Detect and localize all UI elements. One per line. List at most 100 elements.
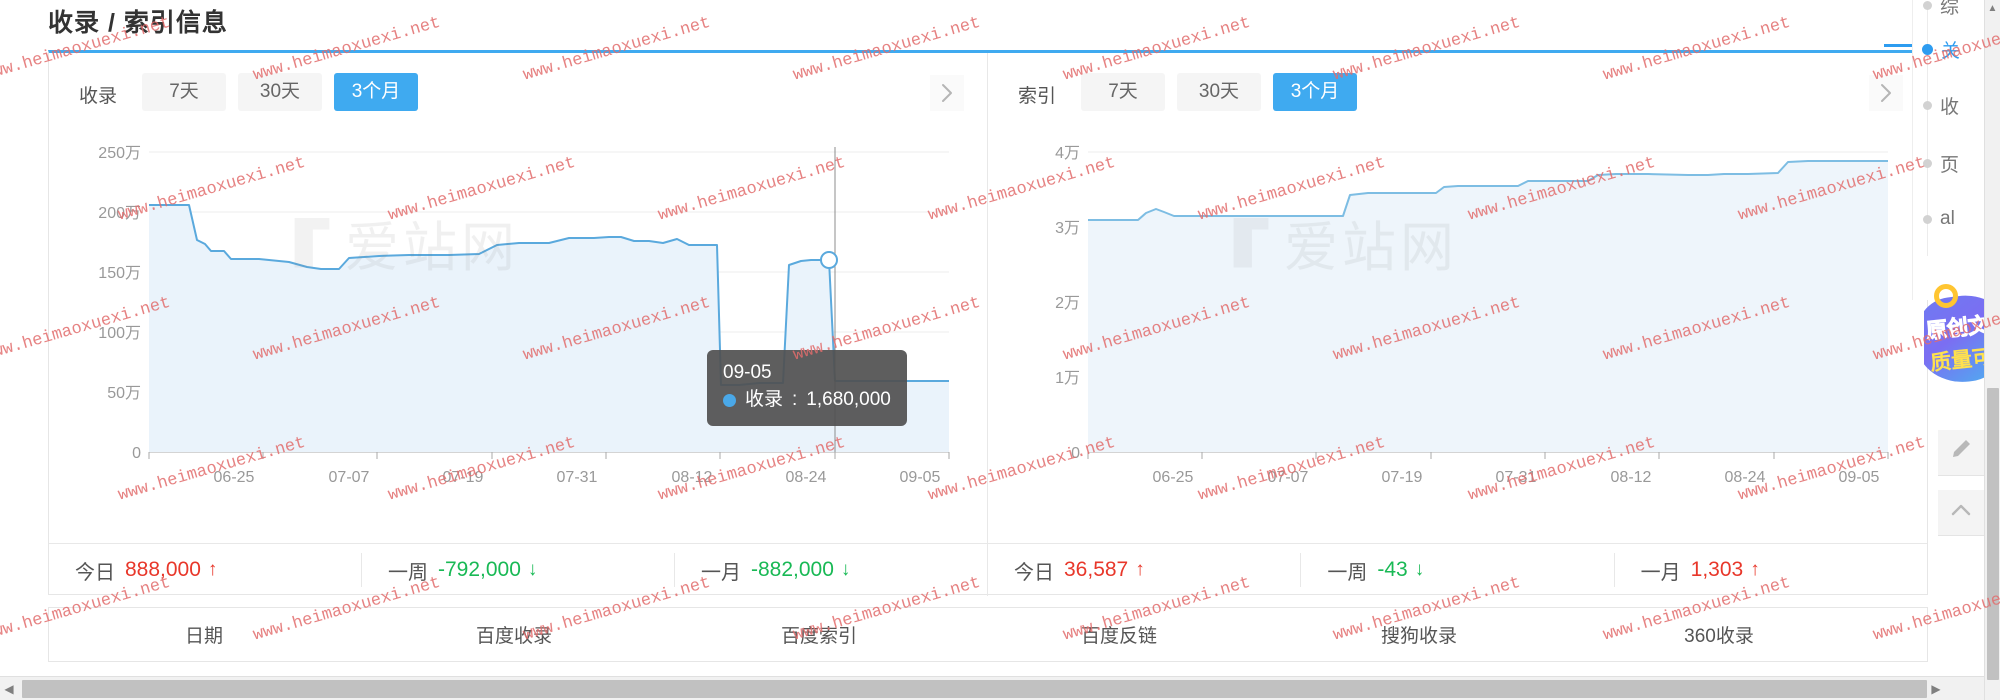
y-tick-shoulu-2: 150万 [98,265,141,282]
next-button-suoyin[interactable] [1869,75,1903,111]
panel-header-suoyin: 索引 7天 30天 3个月 [988,69,1927,117]
x-axis-ticks-suoyin [1087,452,1889,459]
stat-value: -882,000 [751,558,834,581]
line-suoyin [1088,160,1888,221]
tab-3months-suoyin[interactable]: 3个月 [1273,73,1357,111]
stat-value: -43 [1377,558,1408,581]
x-tick-shoulu-0: 06-25 [214,469,255,486]
y-tick-shoulu-5: 0 [132,445,141,462]
vscroll-thumb[interactable] [1987,388,1999,680]
promo-badge[interactable]: 原创文 质量可 [1924,278,1984,398]
arrow-up-icon: ↑ [1750,559,1760,580]
stats-shoulu: 今日 888,000 ↑ 一周 -792,000 ↓ 一月 -882,000 ↓ [49,544,988,596]
panel-label-shoulu: 收录 [79,86,118,107]
stat-value: 36,587 [1064,558,1129,581]
side-nav-item-2[interactable]: 收 [1923,92,1959,119]
stat-value: 888,000 [125,558,201,581]
scroll-left-icon[interactable]: ◀ [4,681,14,696]
scroll-up-icon[interactable]: ▲ [1987,2,1998,14]
tab-7days-suoyin[interactable]: 7天 [1081,73,1165,111]
y-tick-suoyin-4: 0 [1071,445,1080,462]
x-tick-suoyin-1: 07-07 [1268,469,1309,486]
vertical-scrollbar[interactable]: ▲ [1984,0,2000,700]
table-header-baidu-shoulu[interactable]: 百度收录 [475,626,552,647]
x-axis-ticks-shoulu [148,452,950,459]
arrow-up-icon: ↑ [207,559,218,580]
stat-today-suoyin: 今日 36,587 ↑ [988,553,1300,587]
y-tick-suoyin-3: 1万 [1055,370,1080,387]
stat-week-suoyin: 一周 -43 ↓ [1300,553,1613,587]
back-to-top-button[interactable] [1938,490,1984,536]
tab-7days-shoulu[interactable]: 7天 [142,73,226,111]
charts-card: 收录 7天 30天 3个月 爱站网 [48,50,1928,596]
x-tick-shoulu-2: 07-19 [443,469,484,486]
side-nav-item-3[interactable]: 页 [1923,150,1959,177]
table-header-baidu-suoyin[interactable]: 百度索引 [780,626,857,647]
side-nav-item-1[interactable]: 关 [1922,36,1960,63]
tab-30days-suoyin[interactable]: 30天 [1177,73,1261,111]
edit-icon [1948,437,1974,468]
x-tick-shoulu-3: 07-31 [557,469,598,486]
stat-label: 一月 [701,561,741,584]
tooltip-marker-icon [723,393,736,407]
stat-label: 一周 [388,561,428,584]
side-nav-label: al [1940,208,1955,229]
table-header-date[interactable]: 日期 [184,626,223,647]
stat-month-suoyin: 一月 1,303 ↑ [1613,553,1927,587]
stat-value: -792,000 [438,558,521,581]
tooltip-date: 09-05 [723,362,772,383]
table-header-360-shoulu[interactable]: 360收录 [1684,626,1754,647]
y-tick-shoulu-4: 50万 [107,385,141,402]
tooltip-series-row: 收录: 1,680,000 [723,386,891,414]
chart-shoulu[interactable]: 250万 200万 150万 100万 50万 0 06-25 07-07 07… [49,117,988,537]
chevron-right-icon [1878,81,1894,105]
line-shoulu [149,204,949,386]
y-tick-shoulu-0: 250万 [98,145,141,162]
side-nav-label: 综 [1940,0,1960,18]
chart-panels: 收录 7天 30天 3个月 爱站网 [49,53,1927,543]
tab-30days-shoulu[interactable]: 30天 [238,73,322,111]
x-tick-suoyin-4: 08-12 [1611,469,1652,486]
promo-ring-icon [1934,284,1958,308]
next-button-shoulu[interactable] [930,75,964,111]
stat-value: 1,303 [1690,558,1744,581]
x-tick-suoyin-2: 07-19 [1382,469,1423,486]
side-nav-item-4[interactable]: al [1923,208,1955,230]
scroll-right-icon[interactable]: ▶ [1931,681,1941,696]
x-tick-suoyin-6: 09-05 [1839,469,1880,486]
tab-3months-shoulu[interactable]: 3个月 [334,73,418,111]
stat-label: 今日 [75,561,115,584]
arrow-down-icon: ↓ [840,559,851,580]
side-nav-label: 收 [1940,97,1960,118]
y-tick-suoyin-2: 2万 [1055,295,1080,312]
side-nav-item-0[interactable]: 综 [1923,0,1959,19]
edit-button[interactable] [1938,430,1984,476]
chart-suoyin[interactable]: 4万 3万 2万 1万 0 06-25 07-07 07-19 07-31 08… [988,117,1927,537]
tooltip-series-name: 收录 [745,389,784,410]
table-header-sogou-shoulu[interactable]: 搜狗收录 [1380,626,1457,647]
table-header-row: 日期 百度收录 百度索引 百度反链 搜狗收录 360收录 [49,608,1927,661]
stats-suoyin: 今日 36,587 ↑ 一周 -43 ↓ 一月 1,303 ↑ [988,544,1927,596]
tooltip-colon: : [792,389,798,410]
table-header-baidu-fanlian[interactable]: 百度反链 [1080,626,1157,647]
panel-label-suoyin: 索引 [1018,86,1057,107]
x-tick-shoulu-1: 07-07 [329,469,370,486]
page-title: 收录 / 索引信息 [48,9,228,37]
y-tick-shoulu-1: 200万 [98,205,141,222]
arrow-down-icon: ↓ [1414,559,1425,580]
panel-header-shoulu: 收录 7天 30天 3个月 [49,69,988,117]
y-tick-shoulu-3: 100万 [98,325,141,342]
bullet-icon [1923,101,1932,110]
brand-mark-icon [1233,217,1269,268]
panel-suoyin: 索引 7天 30天 3个月 爱站网 [988,53,1927,543]
chart-tooltip-shoulu: 09-05 收录: 1,680,000 [707,350,907,426]
hover-point-shoulu [820,251,838,269]
side-nav: 综 关 收 页 al [1912,0,1984,300]
hscroll-thumb[interactable] [22,679,1927,698]
horizontal-scrollbar[interactable]: ◀ ▶ [0,676,1984,700]
x-tick-shoulu-5: 08-24 [786,469,827,486]
range-tabs-suoyin: 7天 30天 3个月 [1081,73,1357,111]
stat-week-shoulu: 一周 -792,000 ↓ [361,553,674,587]
tooltip-value: 1,680,000 [806,389,891,410]
brand-mark-icon [294,217,330,268]
